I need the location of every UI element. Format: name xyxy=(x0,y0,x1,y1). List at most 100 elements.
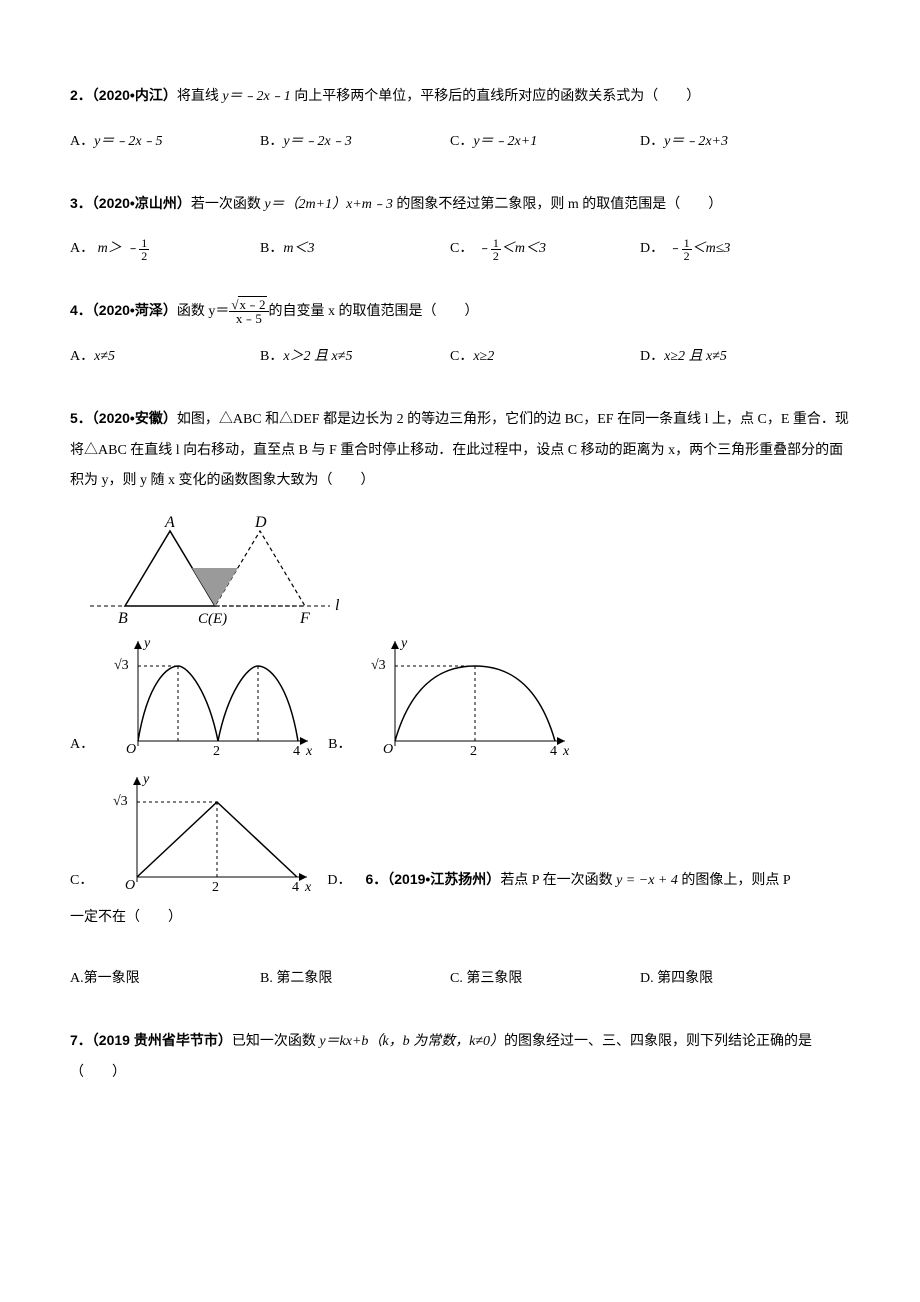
opt-b-prefix: B. xyxy=(260,971,273,986)
q2-opt-d: D．y＝﹣2x+3 xyxy=(640,127,830,158)
ylabel: y xyxy=(142,636,151,651)
question-2: 2．（2020•内江）将直线 y＝﹣2x﹣1 向上平移两个单位，平移后的直线所对… xyxy=(70,80,850,158)
q2-stem: 2．（2020•内江）将直线 y＝﹣2x﹣1 向上平移两个单位，平移后的直线所对… xyxy=(70,80,850,113)
q3-opt-b: B．m＜3 xyxy=(260,234,450,265)
q7-stem-a: 已知一次函数 xyxy=(232,1034,320,1049)
origin: O xyxy=(126,742,136,757)
q6-opt-b-text: 第二象限 xyxy=(276,971,332,986)
q2-opt-b-text: y＝﹣2x﹣3 xyxy=(283,134,351,149)
q6-opt-b: B. 第二象限 xyxy=(260,964,450,995)
q5-label: 5．（2020•安徽） xyxy=(70,410,177,426)
opt-c-prefix: C． xyxy=(450,349,473,364)
q2-label: 2．（2020•内江） xyxy=(70,87,177,103)
q6-inline: 6．（2019•江苏扬州）若点 P 在一次函数 y = −x + 4 的图像上，… xyxy=(365,864,790,897)
xtick2: 2 xyxy=(212,880,219,895)
opt-c-prefix: C． xyxy=(450,134,473,149)
label-d: D xyxy=(254,514,267,531)
q4-sqrt-inner: x﹣2 xyxy=(238,296,266,312)
xlabel: x xyxy=(304,880,312,895)
label-b: B xyxy=(118,610,128,627)
q3-a-sign: ﹣ xyxy=(125,241,139,256)
frac-num: 1 xyxy=(491,237,501,250)
q3-options: A． m＞ ﹣12 B．m＜3 C． ﹣12＜m＜3 D． ﹣12＜m≤3 xyxy=(70,234,850,265)
q3-d-frac: 12 xyxy=(682,237,692,262)
q6-opt-c: C. 第三象限 xyxy=(450,964,640,995)
opt-a-prefix: A． xyxy=(70,241,94,256)
q5-label-c: C． xyxy=(70,866,93,897)
opt-a-prefix: A． xyxy=(70,349,94,364)
ytick: √3 xyxy=(371,658,386,673)
q4-opt-b-text: x＞2 且 x≠5 xyxy=(283,349,352,364)
opt-d-prefix: D． xyxy=(640,241,664,256)
question-7: 7．（2019 贵州省毕节市）已知一次函数 y＝kx+b（k，b 为常数，k≠0… xyxy=(70,1025,850,1089)
question-5: 5．（2020•安徽）如图，△ABC 和△DEF 都是边长为 2 的等边三角形，… xyxy=(70,403,850,934)
q3-opt-c: C． ﹣12＜m＜3 xyxy=(450,234,640,265)
q5-row-cd: C． O x y √3 2 4 D． 6．（2019•江苏扬州）若点 P 在一次… xyxy=(70,767,850,897)
q3-eq: y＝（2m+1）x+m﹣3 xyxy=(264,197,393,212)
q3-d-sign: ﹣ xyxy=(668,241,682,256)
xtick4: 4 xyxy=(292,880,299,895)
xlabel: x xyxy=(305,744,313,759)
opt-b-prefix: B． xyxy=(260,349,283,364)
opt-c-prefix: C. xyxy=(450,971,463,986)
q6-opt-d: D. 第四象限 xyxy=(640,964,830,995)
q3-stem-b: 的图象不经过第二象限，则 m 的取值范围是（ ） xyxy=(393,197,722,212)
label-f: F xyxy=(299,610,310,627)
ylabel: y xyxy=(399,636,408,651)
q3-a-prefix: m＞ xyxy=(98,241,122,256)
q6-eq: y = −x + 4 xyxy=(616,873,678,888)
frac-den: 2 xyxy=(139,250,149,262)
q2-opt-a: A．y＝﹣2x﹣5 xyxy=(70,127,260,158)
q4-stem-a: 函数 y＝ xyxy=(177,304,230,319)
opt-d-prefix: D． xyxy=(640,134,664,149)
q2-opt-c: C．y＝﹣2x+1 xyxy=(450,127,640,158)
xtick2: 2 xyxy=(213,744,220,759)
opt-b-prefix: B． xyxy=(260,241,283,256)
q5-graph-a: O x y √3 2 4 xyxy=(108,631,318,761)
q3-c-mid: ＜m＜3 xyxy=(501,241,546,256)
opt-d-prefix: D. xyxy=(640,971,654,986)
xtick2: 2 xyxy=(470,744,477,759)
q3-opt-d: D． ﹣12＜m≤3 xyxy=(640,234,830,265)
opt-c-prefix: C． xyxy=(450,241,473,256)
q6-stem-b-part1: 的图像上，则点 P xyxy=(678,873,791,888)
q4-label: 4．（2020•菏泽） xyxy=(70,302,177,318)
q4-num: √x﹣2 xyxy=(229,298,268,312)
q6-stem-cont: 一定不在（ ） xyxy=(70,903,850,934)
q2-stem-a: 将直线 xyxy=(177,89,223,104)
q6-opt-d-text: 第四象限 xyxy=(657,971,713,986)
label-ce: C(E) xyxy=(198,611,227,627)
q3-a-frac: 12 xyxy=(139,237,149,262)
label-l: l xyxy=(335,597,340,614)
q3-c-frac: 12 xyxy=(491,237,501,262)
q7-eq: y＝kx+b（k，b 为常数，k≠0） xyxy=(319,1034,504,1049)
q3-opt-b-text: m＜3 xyxy=(283,241,314,256)
q5-graph-b: O x y √3 2 4 xyxy=(365,631,575,761)
q7-label: 7．（2019 贵州省毕节市） xyxy=(70,1032,232,1048)
q5-triangle-figure: l A D B C(E) F xyxy=(70,511,350,631)
q2-opt-d-text: y＝﹣2x+3 xyxy=(664,134,728,149)
q3-label: 3．（2020•凉山州） xyxy=(70,195,191,211)
opt-a-prefix: A. xyxy=(70,971,84,986)
ytick: √3 xyxy=(114,658,129,673)
origin: O xyxy=(383,742,393,757)
q4-opt-a: A．x≠5 xyxy=(70,342,260,373)
xtick4: 4 xyxy=(293,744,300,759)
q4-frac: √x﹣2x﹣5 xyxy=(229,298,268,325)
q2-opt-b: B．y＝﹣2x﹣3 xyxy=(260,127,450,158)
q4-opt-d: D．x≥2 且 x≠5 xyxy=(640,342,830,373)
frac-num: 1 xyxy=(139,237,149,250)
q4-opt-c: C．x≥2 xyxy=(450,342,640,373)
q3-d-mid: ＜m≤3 xyxy=(692,241,731,256)
q5-stem: 5．（2020•安徽）如图，△ABC 和△DEF 都是边长为 2 的等边三角形，… xyxy=(70,403,850,497)
q5-label-b: B． xyxy=(328,730,351,761)
q2-stem-b: 向上平移两个单位，平移后的直线所对应的函数关系式为（ ） xyxy=(291,89,701,104)
q2-options: A．y＝﹣2x﹣5 B．y＝﹣2x﹣3 C．y＝﹣2x+1 D．y＝﹣2x+3 xyxy=(70,127,850,158)
q5-figures: l A D B C(E) F A． xyxy=(70,511,850,934)
ytick: √3 xyxy=(113,794,128,809)
q5-stem-text: 如图，△ABC 和△DEF 都是边长为 2 的等边三角形，它们的边 BC，EF … xyxy=(70,412,849,489)
q4-stem-b: 的自变量 x 的取值范围是（ ） xyxy=(269,304,479,319)
frac-den: 2 xyxy=(682,250,692,262)
q4-options: A．x≠5 B．x＞2 且 x≠5 C．x≥2 D．x≥2 且 x≠5 xyxy=(70,342,850,373)
q3-stem-a: 若一次函数 xyxy=(191,197,265,212)
